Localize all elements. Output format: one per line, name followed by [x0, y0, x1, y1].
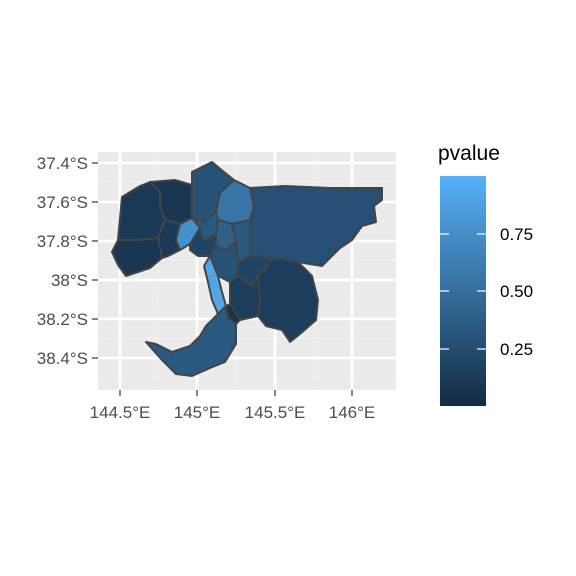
legend-label: 0.75: [500, 225, 533, 244]
y-tick-label: 38°S: [51, 271, 88, 290]
x-tick-label: 144.5°E: [90, 403, 151, 422]
x-axis: 144.5°E 145°E 145.5°E 146°E: [90, 390, 376, 422]
y-tick-label: 37.8°S: [37, 232, 88, 251]
legend: pvalue 0.75 0.50 0.25: [438, 142, 533, 406]
x-tick-label: 146°E: [329, 403, 376, 422]
x-tick-label: 145.5°E: [245, 403, 306, 422]
legend-label: 0.25: [500, 340, 533, 359]
x-tick-label: 145°E: [174, 403, 221, 422]
legend-label: 0.50: [500, 282, 533, 301]
region-far-west: [111, 237, 163, 277]
region-peninsula: [145, 305, 237, 377]
legend-title: pvalue: [438, 142, 500, 165]
y-tick-label: 38.2°S: [37, 310, 88, 329]
region-cardinia: [257, 257, 319, 343]
y-axis: 37.4°S 37.6°S 37.8°S 38°S 38.2°S 38.4°S: [37, 154, 98, 368]
regions-layer: [111, 161, 383, 377]
y-tick-label: 37.4°S: [37, 154, 88, 173]
y-tick-label: 37.6°S: [37, 193, 88, 212]
y-tick-label: 38.4°S: [37, 349, 88, 368]
